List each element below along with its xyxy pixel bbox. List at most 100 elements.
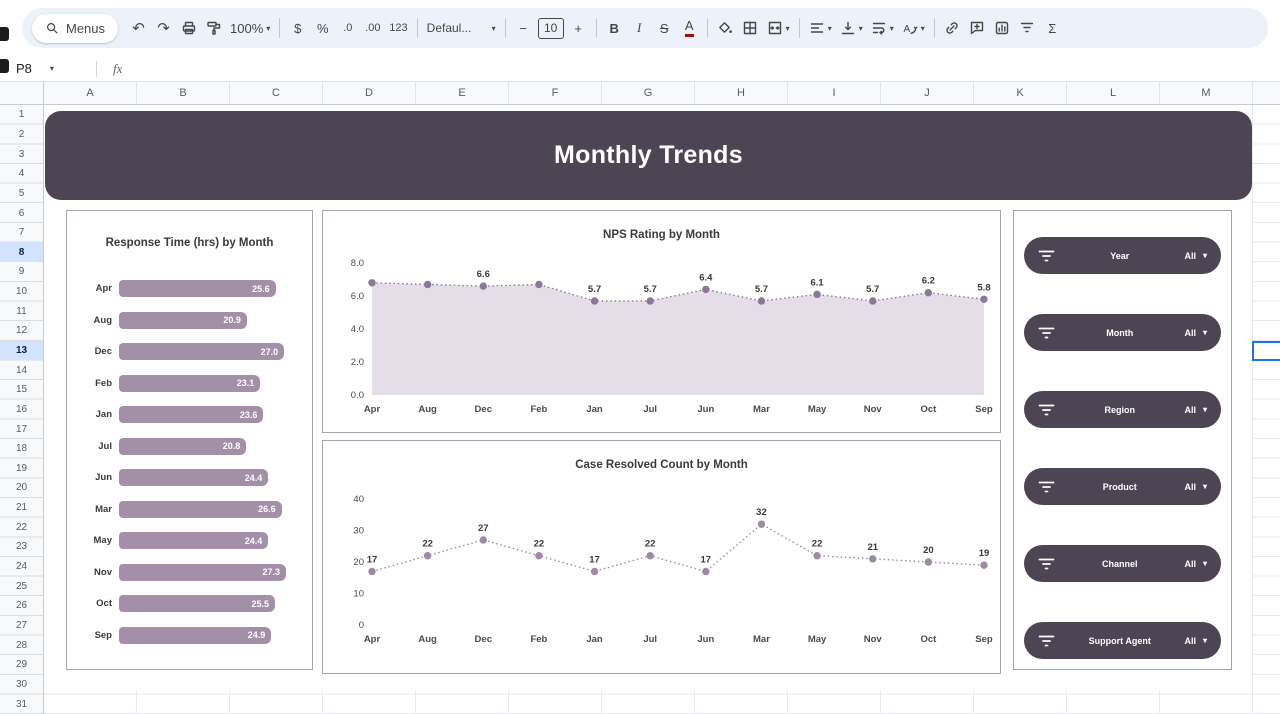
insert-link-button[interactable] <box>940 14 965 42</box>
font-family-select[interactable]: Defaul... ▾ <box>423 14 500 42</box>
row-header-10[interactable]: 10 <box>15 286 28 298</box>
filter-pill-product[interactable]: Product All ▾ <box>1024 468 1221 505</box>
column-header-M[interactable]: M <box>1160 82 1253 104</box>
column-header-G[interactable]: G <box>602 82 695 104</box>
format-currency-button[interactable]: $ <box>285 14 310 42</box>
filter-value[interactable]: All ▾ <box>1184 405 1207 415</box>
text-color-button[interactable]: A <box>677 14 702 42</box>
row-header-30[interactable]: 30 <box>15 678 28 690</box>
horizontal-align-button[interactable]: ▾ <box>805 14 836 42</box>
row-header-17[interactable]: 17 <box>15 423 28 435</box>
caret-down-icon: ▾ <box>920 23 925 33</box>
row-header-26[interactable]: 26 <box>15 600 28 612</box>
insert-comment-button[interactable] <box>965 14 990 42</box>
increase-font-size-button[interactable]: + <box>566 14 591 42</box>
select-all-corner[interactable] <box>0 82 44 104</box>
svg-text:Sep: Sep <box>975 634 993 645</box>
row-header-24[interactable]: 24 <box>15 561 28 573</box>
row-header-9[interactable]: 9 <box>18 266 25 278</box>
row-header-1[interactable]: 1 <box>18 109 25 121</box>
row-header-28[interactable]: 28 <box>15 639 28 651</box>
column-header-H[interactable]: H <box>695 82 788 104</box>
row-header-22[interactable]: 22 <box>15 521 28 533</box>
row-header-7[interactable]: 7 <box>18 227 25 239</box>
bar-category-label: Apr <box>95 283 112 295</box>
increase-decimal-button[interactable]: .00 <box>360 14 385 42</box>
zoom-select[interactable]: 100% ▾ <box>226 14 274 42</box>
font-size-input[interactable]: 10 <box>537 17 564 39</box>
bar: 25.6 <box>119 280 276 298</box>
column-header-B[interactable]: B <box>137 82 230 104</box>
format-percent-button[interactable]: % <box>310 14 335 42</box>
row-header-15[interactable]: 15 <box>15 384 28 396</box>
bar-track: 24.9 <box>119 626 286 644</box>
row-header-31[interactable]: 31 <box>15 698 28 710</box>
merge-cells-button[interactable]: ▾ <box>763 14 794 42</box>
vertical-align-button[interactable]: ▾ <box>836 14 867 42</box>
strikethrough-button[interactable]: S <box>652 14 677 42</box>
column-header-F[interactable]: F <box>509 82 602 104</box>
row-header-14[interactable]: 14 <box>15 364 28 376</box>
menus-search[interactable]: Menus <box>32 13 119 43</box>
borders-button[interactable] <box>738 14 763 42</box>
row-header-21[interactable]: 21 <box>15 502 28 514</box>
bold-button[interactable]: B <box>602 14 627 42</box>
row-header-5[interactable]: 5 <box>18 187 25 199</box>
row-header-4[interactable]: 4 <box>18 168 25 180</box>
column-header-I[interactable]: I <box>788 82 881 104</box>
filter-pill-year[interactable]: Year All ▾ <box>1024 237 1221 274</box>
toolbar-divider <box>416 18 418 38</box>
column-header-L[interactable]: L <box>1067 82 1160 104</box>
decrease-decimal-button[interactable]: .0 <box>335 14 360 42</box>
row-header-25[interactable]: 25 <box>15 580 28 592</box>
row-header-29[interactable]: 29 <box>15 659 28 671</box>
column-header-A[interactable]: A <box>44 82 137 104</box>
print-button[interactable] <box>176 14 201 42</box>
column-header-D[interactable]: D <box>323 82 416 104</box>
row-header-18[interactable]: 18 <box>15 443 28 455</box>
fill-color-button[interactable] <box>713 14 738 42</box>
row-header-20[interactable]: 20 <box>15 482 28 494</box>
filter-pill-channel[interactable]: Channel All ▾ <box>1024 545 1221 582</box>
insert-chart-button[interactable] <box>990 14 1015 42</box>
more-formats-button[interactable]: 123 <box>385 14 411 42</box>
text-wrap-button[interactable]: ▾ <box>867 14 898 42</box>
filter-value[interactable]: All ▾ <box>1184 559 1207 569</box>
filter-value[interactable]: All ▾ <box>1184 251 1207 261</box>
top-toolbar: Menus ↶ ↷ 100% ▾ $ % .0 .00 123 Defaul..… <box>0 0 1280 56</box>
bar-row-oct: Oct 25.5 <box>79 588 286 620</box>
column-header-C[interactable]: C <box>230 82 323 104</box>
row-header-12[interactable]: 12 <box>15 325 28 337</box>
row-header-2[interactable]: 2 <box>18 128 25 140</box>
row-header-27[interactable]: 27 <box>15 619 28 631</box>
caret-down-icon: ▾ <box>785 23 790 33</box>
paint-format-button[interactable] <box>201 14 226 42</box>
functions-button[interactable]: Σ <box>1040 14 1065 42</box>
column-header-E[interactable]: E <box>416 82 509 104</box>
filter-pill-support-agent[interactable]: Support Agent All ▾ <box>1024 622 1221 659</box>
row-header-23[interactable]: 23 <box>15 541 28 553</box>
filter-value[interactable]: All ▾ <box>1184 636 1207 646</box>
row-header-3[interactable]: 3 <box>18 148 25 160</box>
italic-button[interactable]: I <box>627 14 652 42</box>
create-filter-button[interactable] <box>1015 14 1040 42</box>
row-header-6[interactable]: 6 <box>18 207 25 219</box>
text-rotation-button[interactable]: A ▾ <box>898 14 929 42</box>
filter-pill-month[interactable]: Month All ▾ <box>1024 314 1221 351</box>
filter-pill-region[interactable]: Region All ▾ <box>1024 391 1221 428</box>
selected-cell[interactable] <box>1252 341 1280 361</box>
redo-button[interactable]: ↷ <box>151 14 176 42</box>
row-header-11[interactable]: 11 <box>16 305 27 317</box>
row-header-8[interactable]: 8 <box>0 242 43 263</box>
column-header-K[interactable]: K <box>974 82 1067 104</box>
row-header-19[interactable]: 19 <box>15 462 28 474</box>
row-header-13[interactable]: 13 <box>0 340 43 361</box>
filter-value[interactable]: All ▾ <box>1184 328 1207 338</box>
undo-button[interactable]: ↶ <box>126 14 151 42</box>
column-header-J[interactable]: J <box>881 82 974 104</box>
filter-value[interactable]: All ▾ <box>1184 482 1207 492</box>
row-header-16[interactable]: 16 <box>15 403 28 415</box>
name-box[interactable]: P8 ▾ <box>0 61 96 76</box>
decrease-font-size-button[interactable]: − <box>511 14 536 42</box>
